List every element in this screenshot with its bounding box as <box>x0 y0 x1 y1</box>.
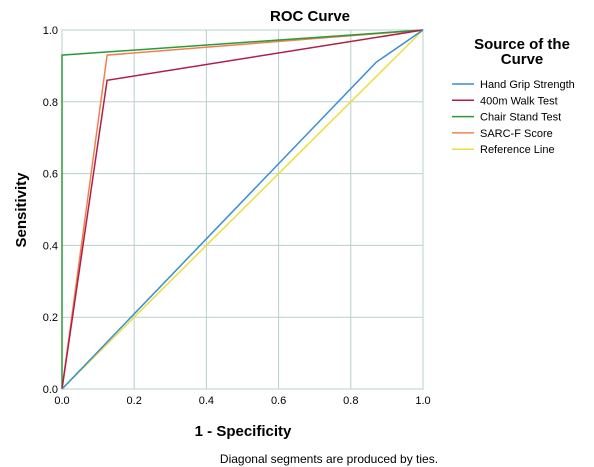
x-tick-label: 0.0 <box>54 395 69 407</box>
series-line-chair-stand-test <box>61 29 424 389</box>
chart-title: ROC Curve <box>270 8 350 25</box>
footnote: Diagonal segments are produced by ties. <box>220 452 438 466</box>
x-tick-label: 0.4 <box>199 395 214 407</box>
series-lines <box>61 29 424 390</box>
legend-label: Hand Grip Strength <box>480 79 575 91</box>
y-tick-label: 1.0 <box>43 25 58 37</box>
x-tick-label: 1.0 <box>415 395 430 407</box>
y-tick-label: 0.4 <box>43 240 58 252</box>
legend-label: 400m Walk Test <box>480 95 558 107</box>
series-line-hand-grip-strength <box>61 29 424 390</box>
y-axis-label: Sensitivity <box>13 172 30 248</box>
y-tick-label: 0.0 <box>43 384 58 396</box>
y-tick-label: 0.8 <box>43 97 58 109</box>
x-tick-label: 0.8 <box>343 395 358 407</box>
legend-title: Curve <box>501 51 544 68</box>
series-line-reference-line <box>61 29 424 390</box>
x-tick-label: 0.6 <box>271 395 286 407</box>
x-axis-label: 1 - Specificity <box>195 423 292 440</box>
series-line-sarc-f-score <box>61 29 424 390</box>
legend-label: SARC-F Score <box>480 128 553 140</box>
axis-ticks: 0.0 0.2 0.4 0.6 0.8 1.0 0.0 0.2 0.4 0.6 0.8 1.0 <box>43 25 431 407</box>
series-line-400m-walk-test <box>61 29 424 390</box>
y-tick-label: 0.6 <box>43 169 58 181</box>
legend-label: Reference Line <box>480 144 555 156</box>
x-tick-label: 0.2 <box>127 395 142 407</box>
y-tick-label: 0.2 <box>43 312 58 324</box>
legend-label: Chair Stand Test <box>480 112 561 124</box>
legend-title: Source of the <box>474 36 570 53</box>
